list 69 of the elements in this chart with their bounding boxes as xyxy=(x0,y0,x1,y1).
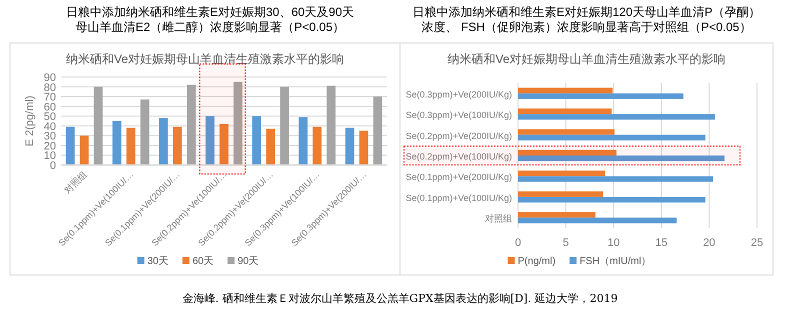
y-tick-label: Se(0.2ppm)+Ve(200IU/Kg) xyxy=(406,130,512,141)
bar xyxy=(94,86,103,165)
bar xyxy=(186,84,196,165)
y-tick-label: Se(0.2ppm)+Ve(100IU/Kg) xyxy=(406,152,512,162)
bar xyxy=(518,170,605,176)
y-tick-label: 对照组 xyxy=(485,214,512,224)
y-tick-label: 50 xyxy=(44,111,56,124)
bar xyxy=(359,130,368,165)
legend-label: FSH（mIU/ml） xyxy=(580,256,652,267)
bar xyxy=(112,121,122,165)
x-tick-label: 25 xyxy=(750,237,764,249)
legend-label: 60天 xyxy=(192,256,214,267)
chart-subtitle: 纳米硒和Ve对妊娠期母山羊血清生殖激素水平的影响 xyxy=(447,52,726,66)
y-tick-label: 60 xyxy=(44,101,56,114)
bar xyxy=(518,108,612,114)
y-tick-label: 20 xyxy=(44,140,56,152)
y-tick-label: 70 xyxy=(44,92,56,104)
bar xyxy=(206,116,214,165)
bar xyxy=(220,124,228,165)
y-tick-label: 10 xyxy=(44,150,56,162)
bar xyxy=(312,126,322,165)
y-tick-label: Se(0.3ppm)+Ve(200IU/Kg) xyxy=(406,89,512,100)
bar xyxy=(518,150,616,156)
y-tick-label: Se(0.3ppm)+Ve(100IU/Kg) xyxy=(406,110,512,120)
chart-subtitle: 纳米硒和Ve对妊娠期母山羊血清生殖激素水平的影响 xyxy=(66,52,344,66)
bar xyxy=(140,99,150,165)
bar xyxy=(518,88,613,94)
bar xyxy=(518,156,724,162)
y-tick-label: 30 xyxy=(44,130,56,143)
bar xyxy=(373,96,382,165)
bar xyxy=(66,126,75,165)
text: 金海峰. 硒和维生素Ｅ对波尔山羊繁殖及公羔羊GPX基因表达的影响[D]. 延边大学，2019 xyxy=(182,292,618,305)
chart-title: 日粮中添加纳米硒和维生素E对妊娠期120天母山羊血清P（孕酮）浓度、 FSH（促卵泡素）浓度影响显著高于对照组（P<0.05） xyxy=(412,5,761,34)
bar xyxy=(126,128,136,165)
x-tick-label: 15 xyxy=(655,237,668,249)
x-tick-label: 10 xyxy=(607,237,620,249)
bar xyxy=(252,116,262,165)
y-tick-label: 90 xyxy=(44,72,56,84)
y-tick-label: 0 xyxy=(50,160,56,172)
x-tick-label: 5 xyxy=(562,237,569,249)
bar xyxy=(159,118,168,165)
bar xyxy=(518,134,706,140)
bar xyxy=(234,82,242,165)
bar xyxy=(518,114,715,120)
y-tick-label: 80 xyxy=(44,82,56,94)
legend-label: 30天 xyxy=(147,256,168,267)
y-tick-label: 40 xyxy=(44,120,56,133)
legend-label: 90天 xyxy=(238,256,259,267)
y-tick-label: Se(0.1ppm)+Ve(100IU/Kg) xyxy=(406,192,512,203)
bar xyxy=(80,136,89,165)
bar xyxy=(518,93,684,99)
bar xyxy=(266,128,275,165)
y-axis-title: E 2(pg/ml) xyxy=(24,96,36,146)
bar xyxy=(518,191,604,197)
bar xyxy=(518,129,615,135)
bar xyxy=(280,86,289,165)
bar xyxy=(326,86,336,165)
bar xyxy=(518,176,714,182)
bar xyxy=(298,117,308,165)
bar xyxy=(518,218,677,224)
x-tick-label: 20 xyxy=(703,237,716,249)
x-tick-label: 0 xyxy=(514,237,522,249)
y-tick-label: Se(0.1ppm)+Ve(200IU/Kg) xyxy=(406,172,512,182)
bar xyxy=(173,126,182,165)
chart-title: 日粮中添加纳米硒和维生素E对妊娠期30、60天及90天母山羊血清E2（雌二醇）浓度影响显著（P<0.05） xyxy=(66,5,354,34)
legend-label: P(ng/ml) xyxy=(518,256,556,267)
bar xyxy=(518,196,706,203)
bar xyxy=(518,212,596,218)
bar xyxy=(345,128,354,165)
